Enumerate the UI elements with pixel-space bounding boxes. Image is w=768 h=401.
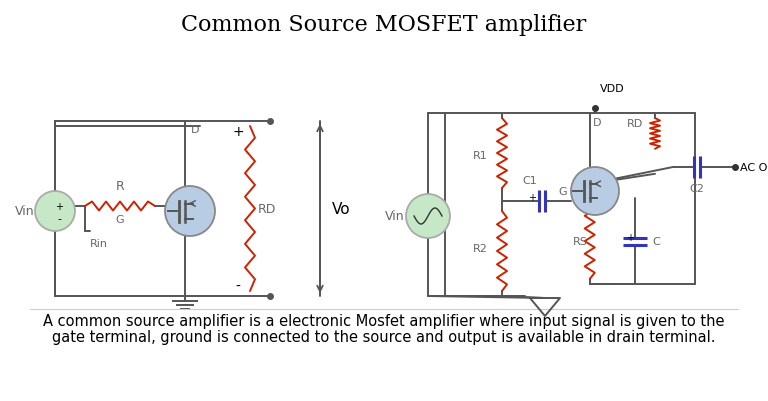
Text: G: G [116,215,124,225]
Circle shape [406,194,450,239]
Text: -: - [236,279,240,293]
Text: R1: R1 [473,151,488,161]
Circle shape [35,192,75,231]
Text: D: D [191,125,200,135]
Text: AC Output: AC Output [740,162,768,172]
Circle shape [165,186,215,237]
Text: Common Source MOSFET amplifier: Common Source MOSFET amplifier [181,14,587,36]
Text: Rin: Rin [90,239,108,248]
Text: C1: C1 [523,176,538,186]
Text: +: + [55,201,63,211]
Text: RD: RD [258,203,276,215]
Text: Vin: Vin [15,205,35,218]
Text: R2: R2 [473,244,488,254]
Text: C: C [653,237,660,247]
Text: A common source amplifier is a electronic Mosfet amplifier where input signal is: A common source amplifier is a electroni… [43,313,725,328]
Text: Vin: Vin [386,210,405,223]
Text: RD: RD [627,119,643,129]
Text: gate terminal, ground is connected to the source and output is available in drai: gate terminal, ground is connected to th… [52,329,716,344]
Text: S: S [594,198,601,208]
Text: RS: RS [573,237,588,247]
Text: D: D [593,118,601,128]
Text: +: + [232,125,243,139]
Text: +: + [528,192,536,203]
Circle shape [571,168,619,215]
Text: Vo: Vo [332,201,351,217]
Text: C2: C2 [690,183,704,193]
Text: -: - [57,213,61,223]
Text: S: S [195,199,202,209]
Text: R: R [116,180,124,192]
Text: G: G [558,186,567,196]
Text: +: + [626,233,634,243]
Text: VDD: VDD [600,84,624,94]
